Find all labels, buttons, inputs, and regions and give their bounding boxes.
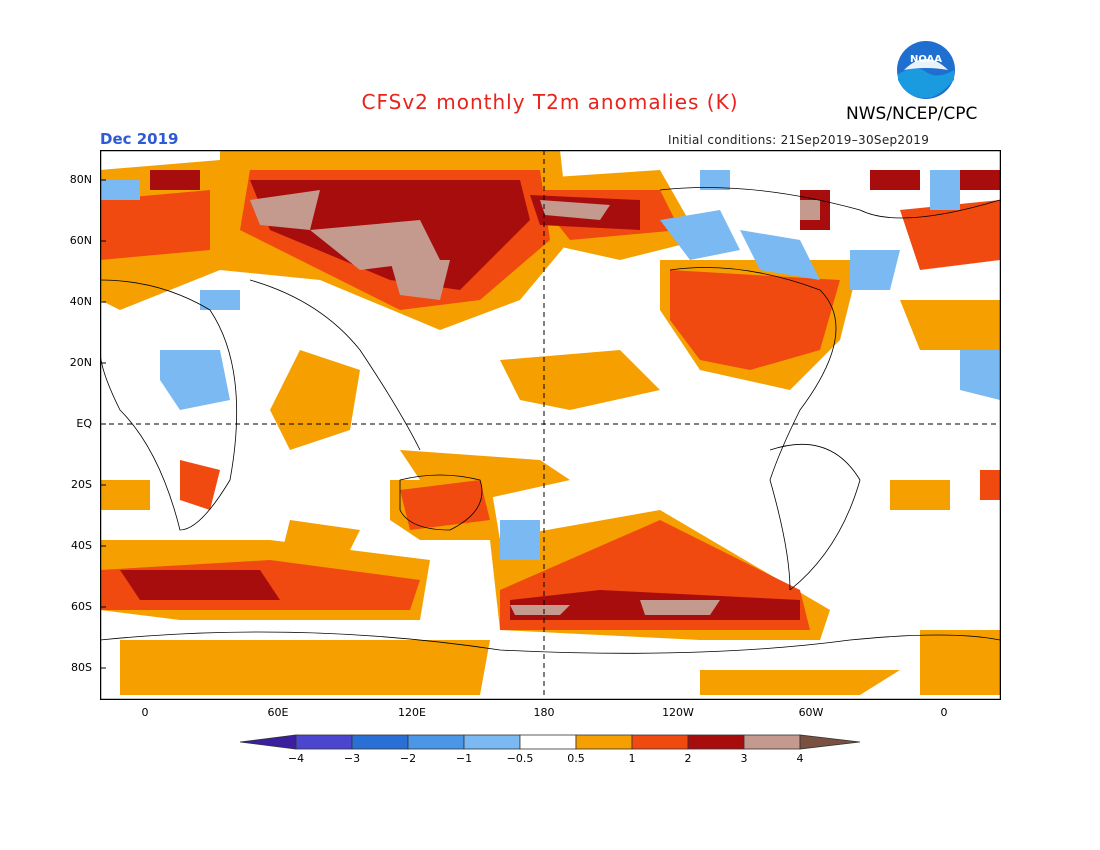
colorbar-label: 0.5 [567,752,585,765]
coastlines [100,187,1000,654]
map-frame [100,150,1001,700]
lat-label: 80N [69,173,92,186]
forecast-month: Dec 2019 [100,130,179,148]
colorbar-swatch [743,734,801,750]
lat-label: 60N [69,234,92,247]
colorbar-label: −2 [399,752,417,765]
anomaly-warm-4 [250,190,820,615]
colorbar-swatch [687,734,745,750]
colorbar-swatch [463,734,521,750]
lat-label: 80S [71,661,92,674]
anomaly-map [100,150,1001,700]
lon-label: 60E [267,706,289,719]
colorbar-swatch [407,734,465,750]
lat-ticks [100,179,106,669]
org-label: NWS/NCEP/CPC [846,104,978,124]
colorbar-swatch [519,734,577,750]
colorbar-label: −0.5 [506,752,534,765]
colorbar-label: 1 [628,752,636,765]
colorbar-label: 2 [684,752,692,765]
colorbar-swatch [239,734,297,750]
colorbar-label: 4 [796,752,804,765]
lat-label: EQ [76,417,92,430]
colorbar-swatch [631,734,689,750]
chart-title: CFSv2 monthly T2m anomalies (K) [361,90,739,114]
colorbar-label: 3 [740,752,748,765]
colorbar-label: −1 [455,752,473,765]
noaa-logo-text: NOAA [910,54,942,65]
initial-conditions: Initial conditions: 21Sep2019–30Sep2019 [668,133,930,147]
colorbar-swatch [351,734,409,750]
lat-label: 40N [69,295,92,308]
lon-label: 180 [533,706,555,719]
lon-label: 0 [940,706,948,719]
colorbar-label: −4 [287,752,305,765]
lon-label: 0 [141,706,149,719]
lat-label: 40S [71,539,92,552]
colorbar-swatch [575,734,633,750]
anomaly-cold-1 [100,170,1000,560]
noaa-logo: NOAA [897,41,955,99]
colorbar-label: −3 [343,752,361,765]
colorbar-swatch [799,734,861,750]
lat-label: 60S [71,600,92,613]
colorbar [239,734,861,750]
lon-label: 120W [662,706,694,719]
colorbar-swatch [295,734,353,750]
lon-label: 60W [798,706,824,719]
lat-label: 20N [69,356,92,369]
lat-label: 20S [71,478,92,491]
lon-label: 120E [398,706,426,719]
